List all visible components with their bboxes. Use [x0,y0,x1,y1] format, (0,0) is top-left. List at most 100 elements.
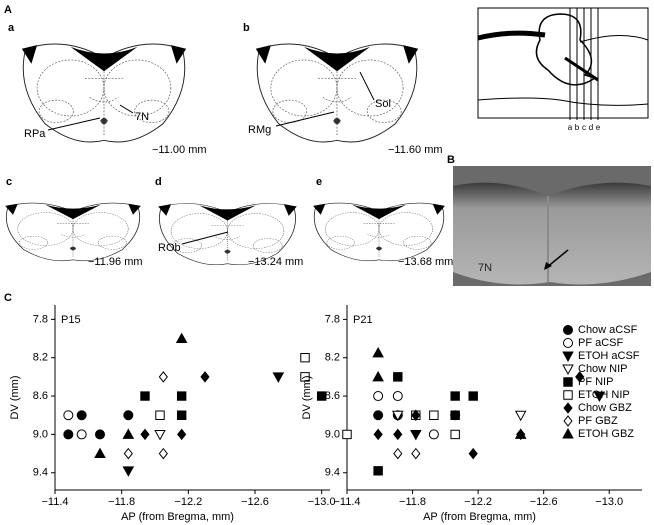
marker [63,429,74,440]
legend-marker [563,402,573,414]
marker [122,428,135,439]
marker [428,429,439,440]
marker [300,353,310,363]
x-tick-label: −11.4 [333,496,360,508]
chart-title: P21 [353,314,373,326]
legend-label: PF NIP [578,376,613,388]
x-tick-label: −13.0 [308,496,336,508]
level-label: d [589,123,593,132]
marker [272,372,285,383]
annotation: 7N [135,111,149,123]
marker [373,428,383,441]
x-tick-label: −11.4 [41,496,68,508]
marker [514,410,527,422]
level-label: c [582,123,586,132]
section-drawing [255,43,419,143]
y-tick-label: 7.8 [33,313,48,325]
marker [392,410,404,422]
section-level: −13.68 mm [398,256,453,268]
y-tick-label: 8.2 [33,352,48,364]
marker [342,429,352,440]
y-tick-label: 9.0 [33,428,48,440]
section-drawing [4,202,142,262]
section-label: e [316,176,322,188]
annotation: RPa [24,128,46,140]
marker [316,391,327,401]
x-axis-label: AP (from Bregma, mm) [121,511,234,523]
leader-line [359,71,375,101]
marker [429,410,439,420]
leader-line [119,104,134,114]
section-level: −11.00 mm [152,144,207,156]
legend-marker [563,415,573,427]
marker [393,447,403,460]
marker [94,447,106,459]
legend-marker [563,338,573,348]
x-tick-label: −13.0 [595,496,623,508]
x-tick-label: −12.6 [530,496,558,508]
y-tick-label: 8.2 [325,352,340,364]
marker [373,410,384,421]
marker [393,428,403,441]
section-label: a [8,22,15,34]
marker [200,371,210,383]
y-tick-label: 8.6 [33,390,48,402]
y-tick-label: 9.4 [325,467,340,479]
marker [95,429,105,440]
legend-marker [563,377,573,387]
marker [593,391,606,403]
legend-marker [562,428,574,439]
marker [411,447,421,460]
marker [300,372,310,382]
marker [450,391,460,401]
marker [372,370,384,382]
marker [76,410,87,421]
legend-marker [563,325,573,335]
marker [158,371,168,383]
marker [154,429,166,441]
marker [372,346,384,358]
marker [373,391,384,402]
marker [468,447,478,460]
y-axis-label: DV (mm) [9,376,21,420]
y-tick-label: 7.8 [325,313,340,325]
panel-label: B [447,154,455,166]
marker [63,410,74,421]
legend-label: Chow aCSF [578,324,638,336]
marker [176,410,187,420]
leader-line [181,231,229,245]
annotation: RMg [248,124,271,136]
x-tick-label: −11.8 [108,496,135,508]
marker [393,372,403,382]
chart-title: P15 [61,314,81,326]
marker [177,428,187,441]
marker [392,391,403,402]
marker [450,429,460,440]
marker [410,429,422,441]
y-tick-label: 8.6 [325,390,340,402]
marker [514,428,527,439]
x-tick-label: −12.2 [464,496,492,508]
legend-marker [563,390,573,400]
section-drawing [312,202,446,262]
legend-marker [562,364,574,375]
legend-marker [562,351,574,362]
annotation: 7N [478,262,492,274]
section-level: −11.60 mm [388,144,443,156]
panel-label: C [4,292,12,304]
legend-label: PF GBZ [578,415,618,427]
marker [411,409,421,421]
marker [450,410,460,420]
marker [123,447,133,460]
marker [76,429,87,440]
marker [373,466,383,476]
legend-label: ETOH GBZ [578,428,634,440]
section-level: −13.24 mm [248,256,303,268]
section-label: d [155,176,162,188]
marker [176,391,187,401]
legend-label: Chow NIP [578,363,628,375]
marker [575,371,585,383]
x-tick-label: −12.2 [174,496,202,508]
y-axis-label: DV (mm) [301,376,313,420]
